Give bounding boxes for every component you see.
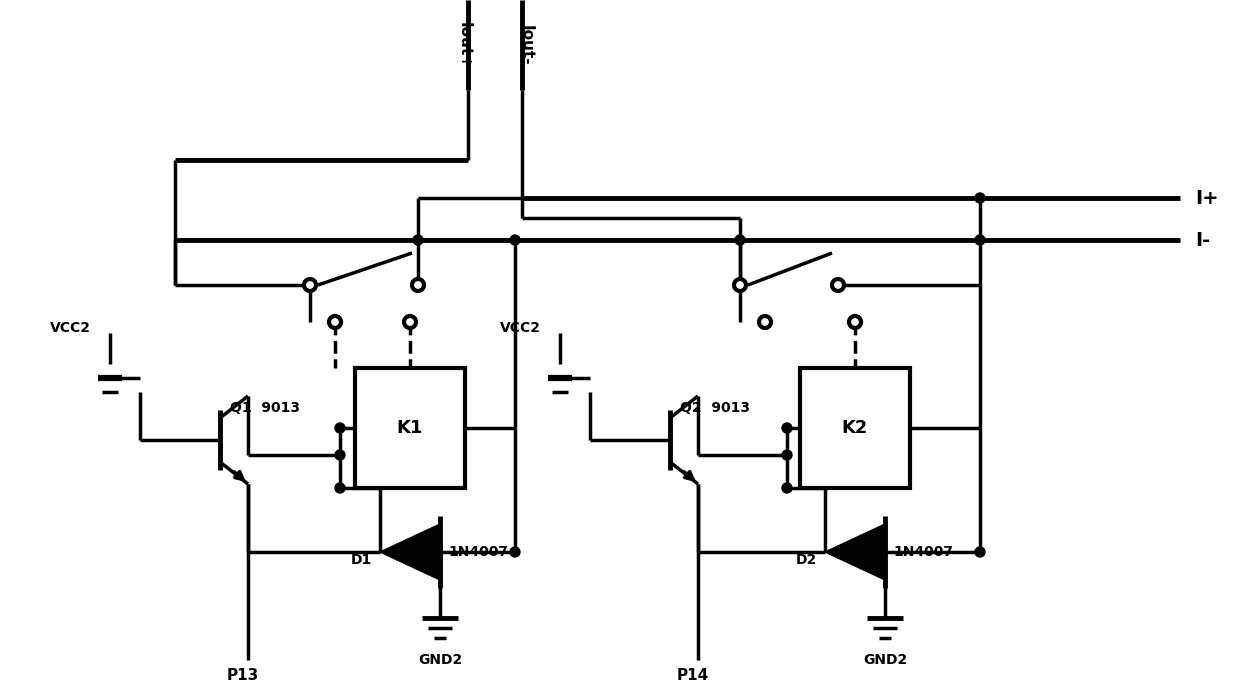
Circle shape — [833, 279, 844, 291]
Polygon shape — [825, 524, 885, 580]
Text: I+: I+ — [1194, 189, 1219, 207]
Circle shape — [510, 235, 520, 245]
Text: P14: P14 — [676, 668, 709, 683]
Circle shape — [413, 279, 424, 291]
Circle shape — [849, 316, 861, 328]
Text: Q2  9013: Q2 9013 — [680, 401, 750, 415]
Text: K2: K2 — [841, 419, 869, 437]
Circle shape — [335, 450, 344, 460]
Text: Q1  9013: Q1 9013 — [230, 401, 300, 415]
Circle shape — [335, 423, 344, 433]
Text: P13: P13 — [227, 668, 259, 683]
Circle shape — [335, 483, 344, 493]
Bar — [800, 368, 909, 488]
Circle shape — [413, 235, 422, 245]
Text: 1N4007: 1N4007 — [449, 545, 508, 559]
Circle shape — [782, 423, 792, 433]
Text: I-: I- — [1194, 231, 1211, 249]
Circle shape — [975, 235, 985, 245]
Circle shape — [782, 483, 792, 493]
Circle shape — [304, 279, 316, 291]
Text: GND2: GND2 — [862, 653, 907, 667]
Circle shape — [510, 547, 520, 557]
Circle shape — [975, 547, 985, 557]
Circle shape — [782, 450, 792, 460]
Text: VCC2: VCC2 — [50, 321, 90, 335]
Text: D1: D1 — [351, 553, 372, 567]
Polygon shape — [380, 524, 440, 580]
Text: VCC2: VCC2 — [501, 321, 541, 335]
Text: Iout-: Iout- — [518, 25, 534, 65]
Text: D2: D2 — [795, 553, 817, 567]
Circle shape — [975, 193, 985, 203]
Text: GND2: GND2 — [418, 653, 462, 667]
Circle shape — [760, 316, 771, 328]
Circle shape — [733, 279, 746, 291]
Circle shape — [404, 316, 416, 328]
Text: Iout+: Iout+ — [456, 21, 472, 68]
Circle shape — [735, 235, 745, 245]
Circle shape — [330, 316, 341, 328]
Bar — [356, 368, 465, 488]
Text: 1N4007: 1N4007 — [893, 545, 953, 559]
Text: K1: K1 — [396, 419, 424, 437]
